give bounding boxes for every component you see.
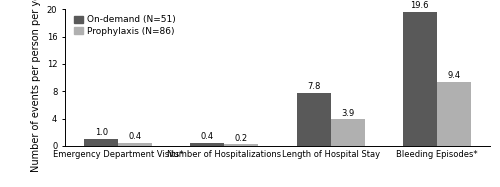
Text: 0.4: 0.4 — [128, 132, 142, 141]
Text: 19.6: 19.6 — [410, 1, 429, 10]
Legend: On-demand (N=51), Prophylaxis (N=86): On-demand (N=51), Prophylaxis (N=86) — [74, 15, 176, 36]
Text: 1.0: 1.0 — [94, 128, 108, 137]
Bar — [84, 139, 118, 146]
Bar — [330, 119, 364, 146]
Text: 3.9: 3.9 — [341, 108, 354, 118]
Bar — [118, 143, 152, 146]
Text: 0.2: 0.2 — [235, 134, 248, 143]
Bar — [402, 12, 436, 146]
Text: 0.4: 0.4 — [201, 132, 214, 141]
Bar — [224, 145, 258, 146]
Text: 9.4: 9.4 — [447, 71, 460, 80]
Text: 7.8: 7.8 — [307, 82, 320, 91]
Bar — [190, 143, 224, 146]
Bar — [436, 82, 470, 146]
Y-axis label: Number of events per person per year: Number of events per person per year — [31, 0, 41, 172]
Bar — [296, 93, 330, 146]
